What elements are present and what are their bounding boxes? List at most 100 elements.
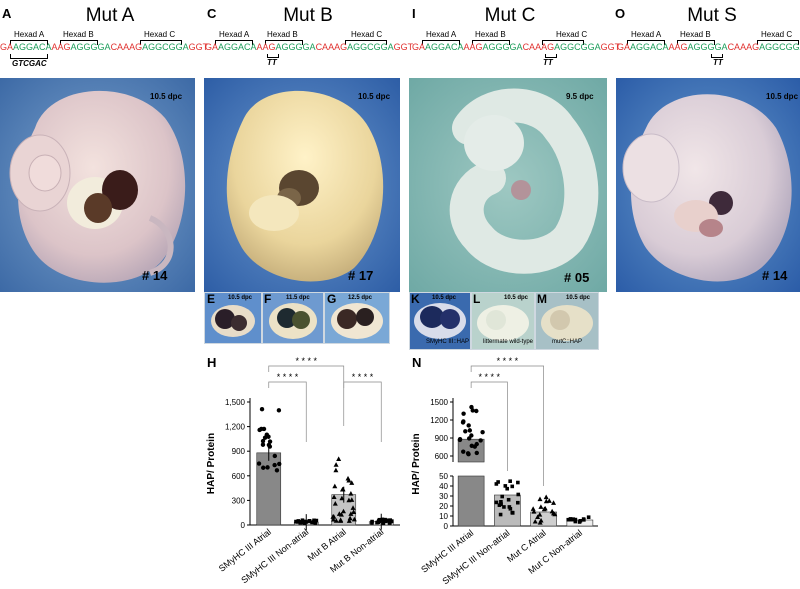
data-point [566, 517, 571, 522]
stage-label: 10.5 dpc [150, 92, 183, 101]
y-tick-label: 1,200 [225, 423, 246, 432]
data-point [265, 465, 270, 470]
data-point [310, 520, 314, 525]
data-point [474, 408, 479, 414]
data-point [516, 500, 520, 505]
data-point [260, 442, 266, 447]
data-point [294, 519, 298, 524]
panel-letter-a: A [2, 6, 12, 21]
significance-label: * * * * [295, 356, 317, 366]
data-point [338, 517, 344, 522]
panel-title-mut-b: Mut B [283, 5, 333, 26]
data-point [502, 505, 506, 509]
data-point [377, 518, 381, 523]
dna-sequence: GAAGGACAAAGAGGGGACAAAGAGGCGGAGGT [412, 42, 621, 52]
stage-label: 11.5 dpc [286, 295, 310, 301]
y-tick-label: 50 [439, 472, 448, 481]
data-point [530, 506, 536, 511]
panel-letter-h: H [207, 355, 217, 370]
data-point [348, 511, 354, 516]
y-tick-label: 30 [439, 492, 448, 501]
y-tick-label: 600 [232, 472, 246, 481]
mutation-label: TT [713, 58, 723, 67]
data-point [467, 428, 473, 433]
bar-lower [457, 475, 485, 527]
data-point [333, 462, 339, 467]
mutation-label: TT [267, 58, 277, 67]
data-point [381, 521, 386, 526]
data-point [552, 511, 558, 517]
data-point [531, 509, 537, 514]
significance-label: * * * * [478, 372, 500, 382]
data-point [500, 494, 505, 499]
data-point [339, 495, 345, 501]
data-point [510, 484, 515, 489]
data-point [496, 480, 500, 484]
y-tick-label: 20 [439, 502, 448, 511]
stage-label: 9.5 dpc [566, 92, 594, 101]
data-point [543, 494, 549, 500]
data-point [532, 518, 538, 524]
data-point [549, 508, 555, 514]
data-point [380, 517, 385, 522]
panel-letter-k: K [411, 292, 420, 306]
dna-sequence: GAAGGACAAAGAGGGGACAAAGAGGCGGAGGT [0, 42, 209, 52]
data-point [508, 507, 513, 511]
y-tick-label: 0 [444, 522, 449, 531]
data-point [461, 411, 466, 416]
dna-sequence: GAAGGACAAAGAGGGGACAAAGAGGCGGAGGT [205, 42, 414, 52]
panel-letter-f: F [264, 292, 272, 306]
data-point [573, 519, 578, 524]
data-point [466, 423, 471, 428]
y-tick-label: 900 [232, 447, 246, 456]
data-point [535, 514, 541, 520]
data-point [537, 512, 543, 517]
data-point [474, 441, 479, 447]
heart-photo-g [324, 292, 390, 344]
embryo-id: # 14 [762, 268, 788, 283]
data-point [266, 434, 271, 439]
data-point [307, 519, 312, 523]
significance-label: * * * * [497, 356, 519, 366]
data-point [543, 498, 549, 504]
data-point [345, 475, 351, 481]
embryo-id: # 14 [142, 268, 168, 283]
photo-caption: SMyHC III::HAP [426, 339, 470, 345]
embryo-id: # 05 [564, 270, 590, 285]
data-point [507, 505, 512, 509]
stage-label: 10.5 dpc [566, 295, 591, 301]
heart-photo-f [262, 292, 324, 344]
stage-label: 12.5 dpc [348, 295, 373, 301]
hexad-a-label: Hexad A [631, 30, 662, 39]
embryo-photo-mut-s [616, 78, 800, 292]
data-point [461, 419, 466, 424]
data-point [571, 517, 576, 521]
embryo-id: # 17 [348, 268, 374, 283]
hexad-b-label: Hexad B [267, 30, 298, 39]
heart-photo-e [204, 292, 262, 344]
hexad-b-label: Hexad B [475, 30, 506, 39]
data-point [463, 429, 468, 434]
photo-caption: mutC::HAP [552, 339, 583, 345]
data-point [541, 506, 547, 512]
data-point [480, 429, 485, 435]
data-point [336, 511, 342, 516]
hexad-a-label: Hexad A [219, 30, 250, 39]
data-point [497, 503, 502, 507]
x-tick-label: SMyHC III Non-atrial [440, 528, 511, 587]
data-point [272, 462, 277, 468]
data-point [516, 480, 520, 485]
panel-title-mut-a: Mut A [85, 5, 135, 26]
y-tick-label: 900 [435, 434, 449, 443]
data-point [469, 404, 474, 410]
embryo-photo-mut-a [0, 78, 195, 292]
heart-photo-l [471, 292, 535, 350]
significance-label: * * * * [277, 372, 299, 382]
x-tick-label: SMyHC III Non-atrial [239, 527, 310, 586]
panel-letter-n: N [412, 355, 422, 370]
data-point [261, 426, 267, 432]
data-point [333, 518, 339, 523]
data-point [351, 509, 357, 514]
data-point [348, 491, 354, 496]
data-point [277, 461, 282, 467]
